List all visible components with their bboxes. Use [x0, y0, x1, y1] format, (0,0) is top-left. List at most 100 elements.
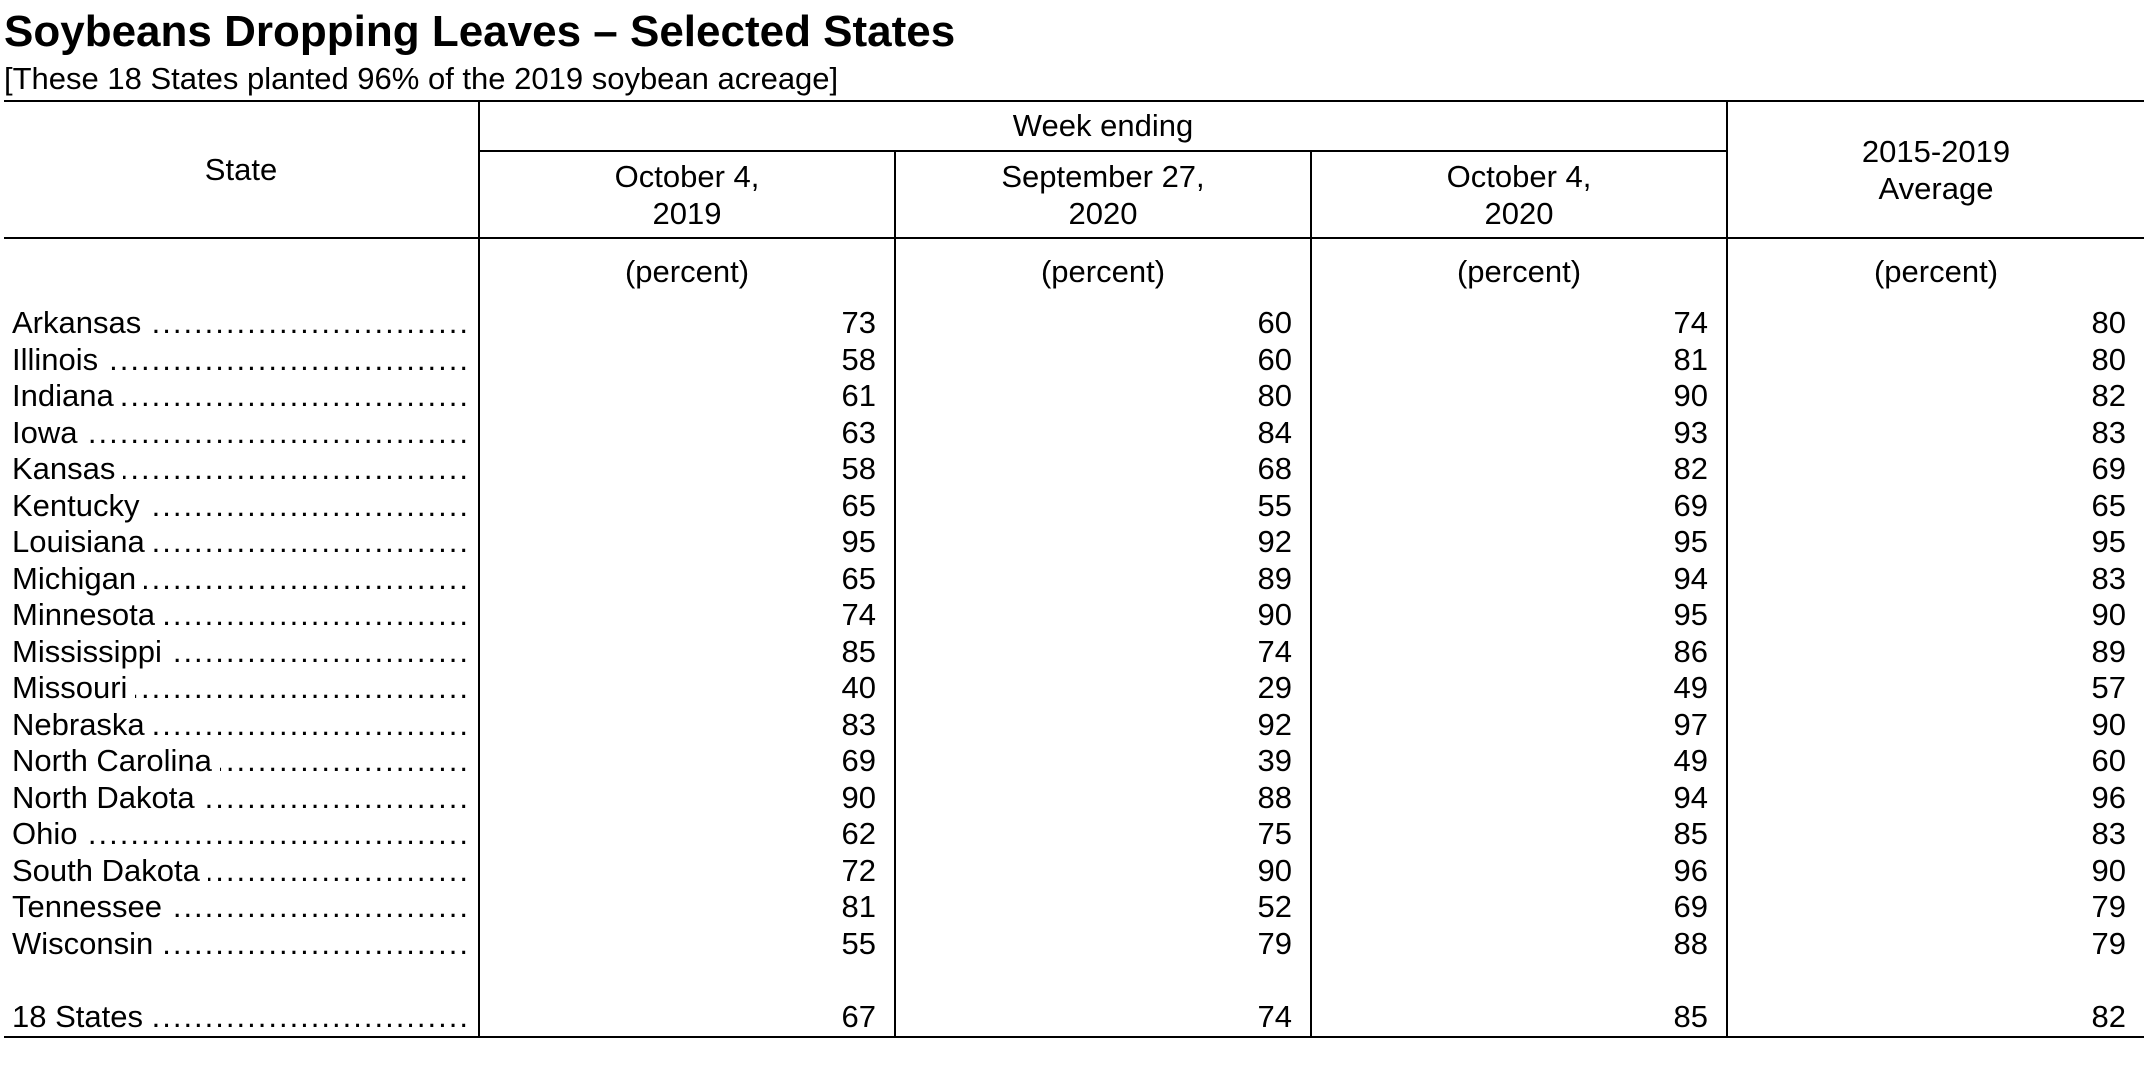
average-column-header: 2015-2019 Average — [1726, 100, 2144, 239]
value-cell: 96 — [1726, 779, 2144, 816]
state-name-cell: Arkansas................................… — [4, 305, 479, 342]
state-name: North Carolina — [12, 743, 212, 778]
value-cell: 96 — [1310, 852, 1727, 889]
state-name: South Dakota — [12, 852, 200, 888]
state-name-cell: North Dakota............................… — [4, 780, 479, 817]
value-cell: 65 — [478, 560, 895, 597]
value-cell: 65 — [478, 487, 895, 524]
dot-leader: ........................................… — [220, 743, 470, 778]
state-leader: Arkansas................................… — [12, 305, 470, 342]
value-cell: 83 — [1726, 560, 2144, 597]
value-cell: 49 — [1310, 743, 1727, 780]
state-leader: Wisconsin...............................… — [12, 926, 470, 963]
state-name: Iowa — [12, 414, 78, 450]
value-cell: 60 — [894, 341, 1311, 378]
state-leader: Nebraska................................… — [12, 707, 470, 744]
value-cell: 89 — [894, 560, 1311, 597]
value-cell: 88 — [1310, 925, 1727, 962]
value-cell: 92 — [894, 524, 1311, 561]
value-cell: 68 — [894, 451, 1311, 488]
value-cell: 82 — [1310, 451, 1727, 488]
value-cell: 49 — [1310, 670, 1727, 707]
value-cell: 81 — [1310, 341, 1727, 378]
dot-leader: ........................................… — [149, 305, 470, 340]
state-name-cell: Missouri................................… — [4, 670, 479, 707]
report-document: Soybeans Dropping Leaves – Selected Stat… — [4, 4, 2144, 1038]
dot-leader: ........................................… — [135, 670, 470, 705]
table-row: Michigan................................… — [4, 560, 2144, 598]
state-leader: Mississippi.............................… — [12, 634, 470, 671]
state-leader: Louisiana...............................… — [12, 524, 470, 561]
table-header: State Week ending 2015-2019 Average Octo… — [4, 100, 2144, 239]
value-cell: 62 — [478, 816, 895, 853]
state-name: Nebraska — [12, 706, 145, 742]
dot-leader: ........................................… — [203, 779, 470, 815]
table-row: Illinois................................… — [4, 341, 2144, 379]
unit-row: (percent) (percent) (percent) (percent) — [4, 238, 2144, 305]
value-cell: 69 — [478, 743, 895, 780]
value-cell: 72 — [478, 852, 895, 889]
table-row: Ohio....................................… — [4, 816, 2144, 853]
value-cell: 55 — [478, 925, 895, 962]
state-leader: 18 States...............................… — [12, 998, 470, 1036]
table-row: Kentucky................................… — [4, 487, 2144, 524]
table-row: Wisconsin...............................… — [4, 925, 2144, 963]
state-name: Kansas — [12, 451, 116, 486]
oct4-2020-header: October 4, 2020 — [1310, 151, 1727, 239]
dot-leader: ........................................… — [123, 451, 470, 486]
value-cell: 92 — [894, 706, 1311, 743]
value-cell: 95 — [1310, 597, 1727, 634]
value-cell: 90 — [1726, 706, 2144, 743]
dot-leader: ........................................… — [208, 852, 470, 888]
table-body: (percent) (percent) (percent) (percent) … — [4, 238, 2144, 1038]
table-row: Nebraska................................… — [4, 706, 2144, 744]
value-cell: 90 — [1310, 378, 1727, 415]
value-cell: 90 — [1726, 852, 2144, 889]
value-cell: 95 — [1310, 524, 1727, 561]
dot-leader: ........................................… — [169, 633, 470, 669]
value-cell: 90 — [894, 852, 1311, 889]
value-cell: 79 — [1726, 925, 2144, 962]
state-leader: South Dakota............................… — [12, 853, 470, 890]
oct4-2020-header-line2: 2020 — [1484, 195, 1554, 231]
value-cell: 57 — [1726, 670, 2144, 707]
table-row: Missouri................................… — [4, 670, 2144, 707]
value-cell: 90 — [894, 597, 1311, 634]
value-cell: 58 — [478, 341, 895, 378]
table-row: Tennessee...............................… — [4, 889, 2144, 926]
value-cell: 29 — [894, 670, 1311, 707]
table-row: Minnesota...............................… — [4, 597, 2144, 634]
dot-leader: ........................................… — [169, 889, 470, 924]
value-cell: 97 — [1310, 706, 1727, 743]
state-leader: North Carolina..........................… — [12, 743, 470, 780]
table-row: Iowa....................................… — [4, 414, 2144, 451]
value-cell: 39 — [894, 743, 1311, 780]
value-cell: 63 — [478, 414, 895, 451]
table-row: North Carolina..........................… — [4, 743, 2144, 780]
state-leader: Missouri................................… — [12, 670, 470, 707]
oct4-2019-header-line2: 2019 — [652, 195, 722, 231]
value-cell: 69 — [1726, 451, 2144, 488]
dot-leader: ........................................… — [121, 378, 470, 413]
value-cell: 40 — [478, 670, 895, 707]
table-row: Louisiana...............................… — [4, 524, 2144, 561]
state-name: Wisconsin — [12, 925, 154, 961]
state-name-cell: Illinois................................… — [4, 342, 479, 379]
total-row: 18 States...............................… — [4, 998, 2144, 1038]
dot-leader: ........................................… — [161, 925, 470, 961]
value-cell: 52 — [894, 889, 1311, 926]
dot-leader: ........................................… — [85, 414, 470, 450]
week-ending-header: Week ending — [478, 100, 1727, 152]
state-name-cell: Minnesota...............................… — [4, 597, 479, 634]
oct4-2020-header-line1: October 4, — [1446, 158, 1592, 194]
value-cell: 74 — [1310, 305, 1727, 342]
sep27-2020-header-line2: 2020 — [1068, 195, 1138, 231]
state-name-cell: Michigan................................… — [4, 561, 479, 598]
state-name-cell: South Dakota............................… — [4, 853, 479, 890]
value-cell: 74 — [894, 998, 1311, 1038]
page-title: Soybeans Dropping Leaves – Selected Stat… — [4, 7, 956, 56]
value-cell: 85 — [1310, 816, 1727, 853]
value-cell: 83 — [478, 706, 895, 743]
state-leader: Minnesota...............................… — [12, 597, 470, 634]
table-row: Kansas..................................… — [4, 451, 2144, 488]
